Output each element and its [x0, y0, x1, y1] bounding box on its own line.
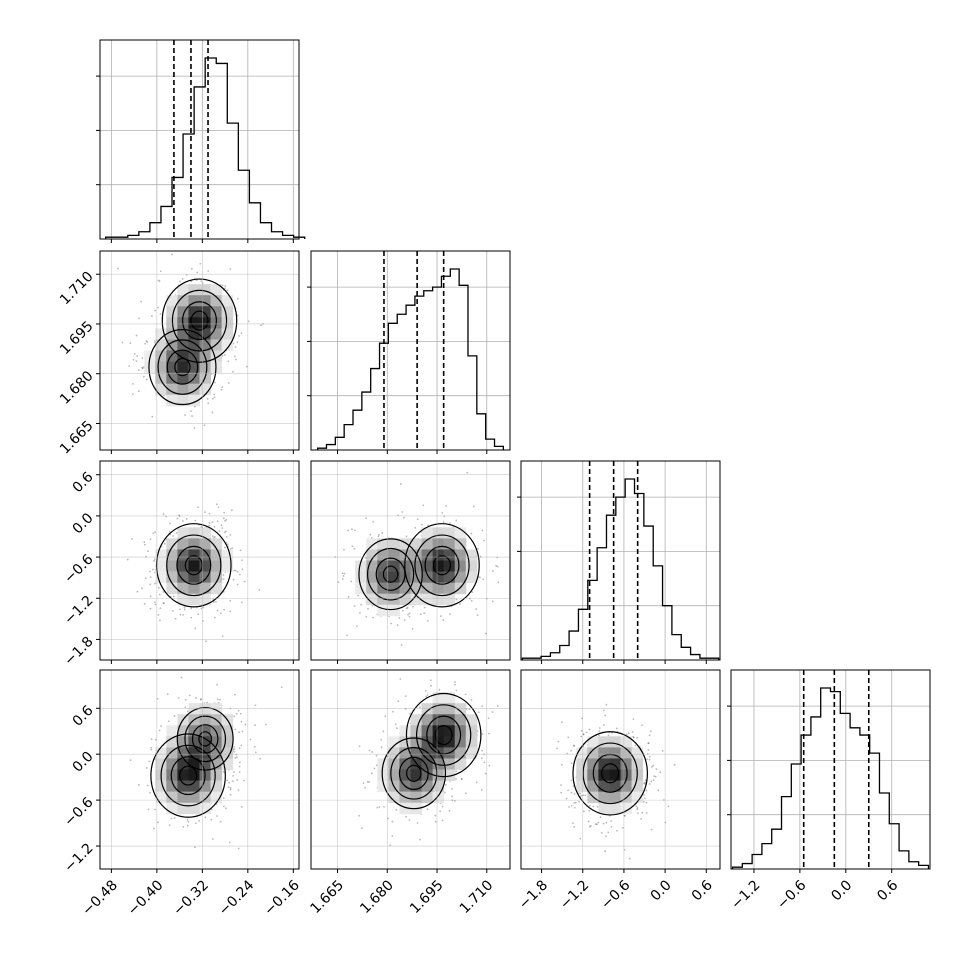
x-tick-label: 1.695: [407, 877, 447, 917]
y-tick-label: 1.710: [57, 269, 97, 309]
histogram-steps: [316, 268, 505, 450]
x-tick-label: 0.6: [874, 877, 901, 904]
density-panel-2-3: [520, 669, 721, 870]
y-tick-label: −0.6: [61, 551, 96, 586]
x-tick-label: −1.2: [557, 877, 592, 912]
panel-frame: [99, 39, 300, 240]
panel-frame: [310, 460, 511, 661]
density-panel-1-3: [310, 669, 511, 870]
density-panel-1-2: [310, 460, 511, 661]
histogram-panel-2: [517, 460, 721, 661]
x-tick-label: 0.6: [689, 877, 716, 904]
y-tick-label: 0.0: [70, 510, 97, 537]
density-panel-0-2: [99, 460, 300, 661]
histogram-panel-1: [307, 250, 511, 451]
x-tick-label: −1.2: [728, 877, 763, 912]
panel-frame: [99, 460, 300, 661]
histogram-panel-3: [727, 669, 931, 870]
x-tick-label: −0.6: [598, 877, 633, 912]
x-tick-label: 1.710: [457, 877, 497, 917]
histogram-steps: [105, 57, 306, 239]
histogram-steps: [731, 687, 930, 869]
x-tick-label: 1.680: [357, 877, 397, 917]
y-tick-label: 0.6: [70, 703, 97, 730]
x-tick-label: −0.16: [261, 877, 303, 919]
y-tick-label: −1.2: [61, 593, 96, 628]
x-tick-label: −0.6: [774, 877, 809, 912]
x-tick-label: 1.665: [307, 877, 347, 917]
x-tick-label: −0.24: [216, 877, 258, 919]
panel-frame: [730, 669, 931, 870]
panel-frame: [520, 460, 721, 661]
x-tick-label: −0.40: [125, 877, 167, 919]
histogram-panel-0: [96, 39, 306, 240]
x-tick-label: −0.48: [79, 877, 121, 919]
y-tick-label: −1.8: [61, 634, 96, 669]
panel-frame: [520, 669, 721, 870]
y-tick-label: 1.665: [57, 418, 97, 458]
panel-frame: [310, 250, 511, 451]
x-tick-label: −1.8: [516, 877, 551, 912]
panel-frame: [99, 250, 300, 451]
x-tick-label: 0.0: [648, 877, 675, 904]
panel-frame: [310, 669, 511, 870]
y-tick-label: −0.6: [61, 794, 96, 829]
y-tick-label: 1.695: [57, 318, 97, 358]
y-tick-label: 1.680: [57, 368, 97, 408]
x-tick-label: −0.32: [170, 877, 212, 919]
y-tick-label: 0.0: [70, 749, 97, 776]
panel-frame: [99, 669, 300, 870]
density-panel-0-3: [99, 669, 300, 870]
histogram-steps: [521, 478, 720, 660]
y-tick-label: −1.2: [61, 840, 96, 875]
density-panel-0-1: [99, 250, 300, 451]
y-tick-label: 0.6: [70, 469, 97, 496]
x-tick-label: 0.0: [828, 877, 855, 904]
